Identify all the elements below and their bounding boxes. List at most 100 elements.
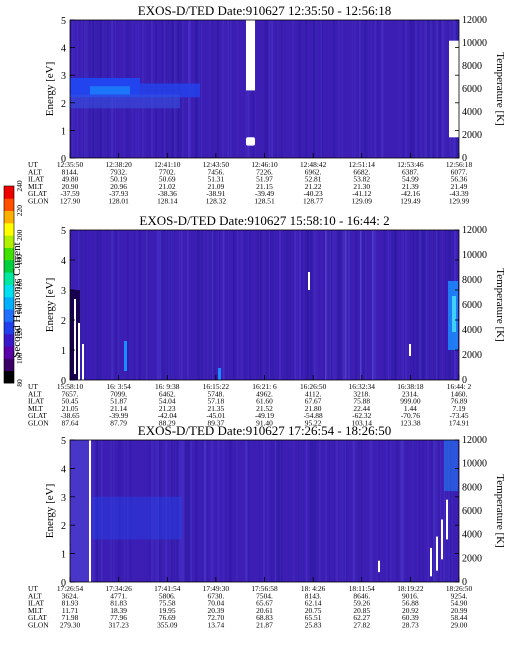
spectrogram-column xyxy=(422,230,424,380)
colorbar-tick-label: 160 xyxy=(15,279,24,291)
orbit-value: -38.36 xyxy=(158,189,177,198)
orbit-value: 12:41:10 xyxy=(154,160,181,169)
spectrogram-column xyxy=(278,230,281,380)
colorbar-swatch xyxy=(4,321,14,335)
spectrogram-column xyxy=(129,440,132,582)
orbit-value: 54.99 xyxy=(402,175,419,184)
orbit-value: 18: 4:26 xyxy=(301,584,326,593)
orbit-value: 18:11:54 xyxy=(349,584,375,593)
orbit-value: 21.02 xyxy=(159,182,176,191)
spectrogram-column xyxy=(277,20,278,158)
orbit-table: UT 17:26:54 17:34:26 17:41:54 17:49:30 17:56:… xyxy=(28,577,472,630)
orbit-value: 6387. xyxy=(402,167,419,176)
spectrogram-column xyxy=(441,20,443,158)
orbit-value: 12:48:42 xyxy=(300,160,327,169)
orbit-value: 279.30 xyxy=(60,621,81,630)
spectrogram-column xyxy=(263,440,266,582)
colorbar-tick-label: 120 xyxy=(15,328,24,340)
spectrogram-column xyxy=(249,230,250,380)
spectrogram-column xyxy=(416,230,419,380)
spectrogram-column xyxy=(313,230,316,380)
orbit-value: 12:43:50 xyxy=(203,160,230,169)
spectrogram-column xyxy=(364,20,367,158)
orbit-value: 21.22 xyxy=(305,182,322,191)
spectrogram-column xyxy=(218,230,219,380)
spectrogram-column xyxy=(382,20,384,158)
temperature-axis: 0 2000 4000 6000 8000 10000 12000 Temperature [… xyxy=(462,435,505,588)
orbit-value: 75.58 xyxy=(159,599,176,608)
energy-tick-label: 3 xyxy=(61,286,66,297)
spectrogram-column xyxy=(169,230,172,380)
orbit-row-label: ALT xyxy=(28,167,42,176)
spectrogram-column xyxy=(228,230,229,380)
data-gap xyxy=(82,344,84,380)
spectrogram-column xyxy=(180,230,183,380)
energy-tick-label: 0 xyxy=(61,154,66,165)
orbit-value: 1460. xyxy=(451,389,468,398)
orbit-value: 67.67 xyxy=(305,397,322,406)
spectrogram-column xyxy=(164,230,165,380)
colorbar-swatch xyxy=(4,309,14,322)
spectrogram-column xyxy=(118,440,120,582)
orbit-value: 6730. xyxy=(208,591,225,600)
spectrogram-column xyxy=(285,230,288,380)
orbit-value: 51.31 xyxy=(208,175,225,184)
orbit-value: 11.71 xyxy=(62,606,79,615)
spectrogram-column xyxy=(355,440,357,582)
orbit-value: 6682. xyxy=(353,167,370,176)
spectrogram-column xyxy=(365,230,367,380)
orbit-value: 12:38:20 xyxy=(105,160,132,169)
spectrogram-column xyxy=(100,440,103,582)
orbit-value: 22.44 xyxy=(353,404,370,413)
spectrogram-column xyxy=(185,440,187,582)
orbit-value: -38.91 xyxy=(206,189,225,198)
colorbar-swatch xyxy=(4,296,14,310)
enhancement-streak xyxy=(325,230,327,380)
orbit-value: 65.51 xyxy=(305,613,322,622)
enhancement-band xyxy=(70,94,180,109)
orbit-row-label: GLON xyxy=(28,621,49,630)
orbit-value: 21.52 xyxy=(256,404,273,413)
spectrogram-column xyxy=(424,230,426,380)
temperature-axis: 0 2000 4000 6000 8000 10000 12000 Temperature [… xyxy=(462,225,505,386)
temperature-tick-label: 12000 xyxy=(462,225,487,236)
spectrogram-column xyxy=(371,440,373,582)
orbit-value: 53.82 xyxy=(353,175,370,184)
temperature-tick-label: 10000 xyxy=(462,250,487,261)
spectrogram-column xyxy=(290,230,292,380)
spectrogram-column xyxy=(160,440,163,582)
spectrogram-column xyxy=(440,20,442,158)
enhancement-streak xyxy=(360,230,362,380)
orbit-value: 999.00 xyxy=(400,397,421,406)
spectrogram-column xyxy=(292,440,294,582)
orbit-value: 12:53:46 xyxy=(397,160,424,169)
orbit-value: 17:41:54 xyxy=(154,584,181,593)
energy-axis-label: Energy [eV] xyxy=(44,62,56,116)
spectrogram-column xyxy=(265,20,268,158)
spectrogram-column xyxy=(263,230,264,380)
spectrogram-column xyxy=(402,440,404,582)
spectrogram-column xyxy=(427,440,429,582)
orbit-value: 21.35 xyxy=(208,404,225,413)
spectrogram-column xyxy=(395,230,397,380)
spectrogram-column xyxy=(245,440,248,582)
spectrogram-column xyxy=(410,230,412,380)
orbit-value: -41.12 xyxy=(352,189,371,198)
colorbar-swatch xyxy=(4,247,14,261)
orbit-value: 8144. xyxy=(62,167,79,176)
spectrogram-column xyxy=(387,230,389,380)
spectrogram-column xyxy=(313,20,315,158)
spectrogram-column xyxy=(152,440,154,582)
spectrogram-column xyxy=(158,230,161,380)
spectrogram-column xyxy=(172,230,174,380)
spectrogram-column xyxy=(210,440,213,582)
orbit-value: 9254. xyxy=(451,591,468,600)
spectrogram-column xyxy=(432,440,435,582)
energy-axis: 0 1 2 3 4 5 Energy [eV] xyxy=(44,16,459,165)
orbit-value: 6077. xyxy=(451,167,468,176)
colorbar-tick-label: 140 xyxy=(15,303,24,315)
spectrogram-column xyxy=(270,440,272,582)
orbit-value: -73.45 xyxy=(449,411,468,420)
energy-tick-label: 2 xyxy=(61,521,66,532)
